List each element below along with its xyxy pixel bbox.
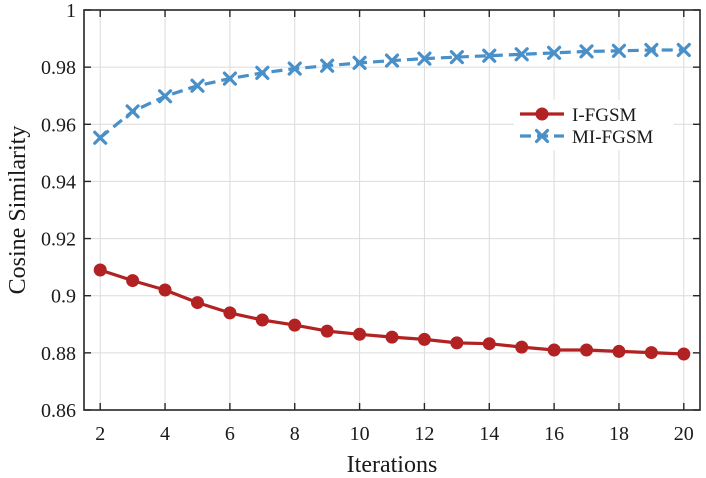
- y-tick-label: 0.86: [41, 400, 76, 422]
- data-point-mi-fgsm: [352, 55, 367, 70]
- data-point-mi-fgsm: [449, 50, 464, 65]
- data-point-i-fgsm: [385, 330, 399, 344]
- data-point-i-fgsm: [450, 336, 464, 350]
- data-point-i-fgsm: [320, 324, 334, 338]
- data-series: [93, 42, 691, 361]
- legend-label-mi-fgsm: MI-FGSM: [572, 127, 653, 148]
- y-axis-label: Cosine Similarity: [5, 126, 31, 295]
- legend-marker-i-fgsm: [535, 107, 549, 121]
- data-point-mi-fgsm: [190, 78, 205, 93]
- data-point-i-fgsm: [515, 340, 529, 354]
- y-tick-label: 0.92: [41, 229, 76, 251]
- y-tick-label: 0.94: [41, 171, 76, 193]
- series-mi-fgsm: [93, 42, 691, 145]
- x-tick-label: 6: [225, 423, 235, 445]
- data-point-i-fgsm: [288, 318, 302, 332]
- data-point-i-fgsm: [580, 343, 594, 357]
- data-point-i-fgsm: [190, 296, 204, 310]
- data-point-mi-fgsm: [222, 71, 237, 86]
- x-tick-label: 20: [674, 423, 694, 445]
- legend-label-i-fgsm: I-FGSM: [572, 105, 637, 126]
- x-tick-label: 18: [609, 423, 629, 445]
- data-point-mi-fgsm: [644, 42, 659, 58]
- data-point-i-fgsm: [547, 343, 561, 357]
- data-point-i-fgsm: [677, 347, 691, 361]
- x-tick-label: 2: [95, 423, 105, 445]
- x-tick-label: 12: [414, 423, 434, 445]
- data-point-i-fgsm: [612, 344, 626, 358]
- plot-area-frame: [83, 9, 701, 411]
- y-tick-label: 0.96: [41, 114, 76, 136]
- data-point-mi-fgsm: [320, 58, 335, 73]
- series-i-fgsm: [93, 263, 691, 361]
- x-tick-label: 14: [479, 423, 499, 445]
- x-tick-label: 4: [160, 423, 170, 445]
- data-point-mi-fgsm: [255, 65, 270, 80]
- data-point-mi-fgsm: [676, 42, 691, 58]
- data-point-mi-fgsm: [514, 47, 529, 62]
- data-point-i-fgsm: [93, 263, 107, 277]
- data-point-i-fgsm: [255, 313, 269, 327]
- data-point-mi-fgsm: [579, 44, 594, 59]
- data-point-mi-fgsm: [482, 48, 497, 63]
- data-point-i-fgsm: [126, 274, 140, 288]
- data-point-mi-fgsm: [547, 45, 562, 60]
- data-point-i-fgsm: [644, 346, 658, 360]
- data-point-i-fgsm: [353, 327, 367, 341]
- y-tick-label: 1: [66, 0, 76, 22]
- x-tick-label: 16: [544, 423, 564, 445]
- data-point-mi-fgsm: [611, 43, 627, 58]
- x-tick-label: 8: [290, 423, 300, 445]
- data-point-mi-fgsm: [384, 53, 400, 68]
- x-axis-label: Iterations: [347, 452, 438, 478]
- y-tick-label: 0.98: [41, 57, 76, 79]
- data-point-i-fgsm: [158, 283, 172, 297]
- x-tick-label: 10: [350, 423, 370, 445]
- data-point-mi-fgsm: [125, 104, 140, 119]
- data-point-i-fgsm: [223, 306, 237, 320]
- legend-marker-mi-fgsm: [534, 128, 550, 144]
- data-point-i-fgsm: [482, 337, 496, 351]
- data-point-mi-fgsm: [93, 130, 108, 145]
- data-point-mi-fgsm: [287, 61, 302, 76]
- y-tick-label: 0.88: [41, 343, 76, 365]
- data-point-i-fgsm: [417, 332, 431, 346]
- data-point-mi-fgsm: [417, 51, 432, 66]
- data-point-mi-fgsm: [157, 89, 173, 104]
- y-tick-label: 0.9: [51, 286, 76, 308]
